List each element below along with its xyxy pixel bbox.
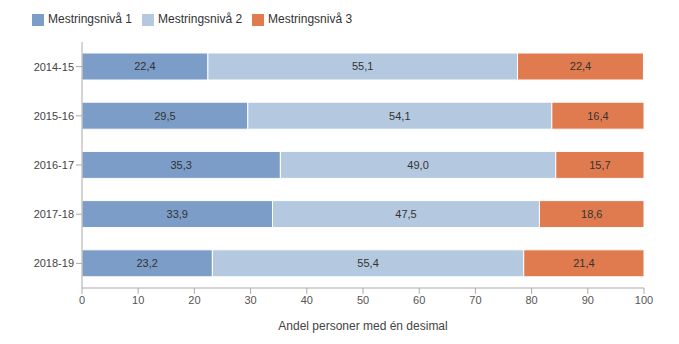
svg-text:0: 0 — [79, 294, 85, 306]
svg-text:21,4: 21,4 — [573, 257, 594, 269]
svg-text:50: 50 — [357, 294, 369, 306]
svg-text:29,5: 29,5 — [154, 110, 175, 122]
html-text:Mestringsnivå 1: Mestringsnivå 1 — [48, 12, 132, 26]
svg-text:49,0: 49,0 — [407, 159, 428, 171]
svg-text:10: 10 — [132, 294, 144, 306]
svg-text:80: 80 — [525, 294, 537, 306]
svg-text:22,4: 22,4 — [134, 60, 155, 72]
svg-text:23,2: 23,2 — [136, 257, 157, 269]
svg-text:15,7: 15,7 — [589, 159, 610, 171]
svg-text:2015-16: 2015-16 — [34, 110, 74, 122]
svg-text:47,5: 47,5 — [395, 208, 416, 220]
svg-text:55,1: 55,1 — [352, 60, 373, 72]
svg-text:70: 70 — [469, 294, 481, 306]
svg-text:33,9: 33,9 — [167, 208, 188, 220]
svg-text:60: 60 — [413, 294, 425, 306]
svg-text:20: 20 — [188, 294, 200, 306]
svg-text:100: 100 — [635, 294, 653, 306]
svg-text:55,4: 55,4 — [357, 257, 378, 269]
svg-text:16,4: 16,4 — [587, 110, 608, 122]
svg-text:22,4: 22,4 — [570, 60, 591, 72]
svg-text:2014-15: 2014-15 — [34, 61, 74, 73]
svg-text:2017-18: 2017-18 — [34, 208, 74, 220]
svg-text:2016-17: 2016-17 — [34, 159, 74, 171]
svg-text:Andel personer med én desimal: Andel personer med én desimal — [278, 319, 447, 333]
html-text:Mestringsnivå 2: Mestringsnivå 2 — [158, 12, 243, 26]
svg-text:30: 30 — [244, 294, 256, 306]
svg-text:35,3: 35,3 — [170, 159, 191, 171]
svg-text:2018-19: 2018-19 — [34, 257, 74, 269]
svg-text:18,6: 18,6 — [581, 208, 602, 220]
svg-text:40: 40 — [301, 294, 313, 306]
svg-text:54,1: 54,1 — [389, 110, 410, 122]
html-text:Mestringsnivå 3: Mestringsnivå 3 — [268, 12, 353, 26]
svg-text:90: 90 — [582, 294, 594, 306]
